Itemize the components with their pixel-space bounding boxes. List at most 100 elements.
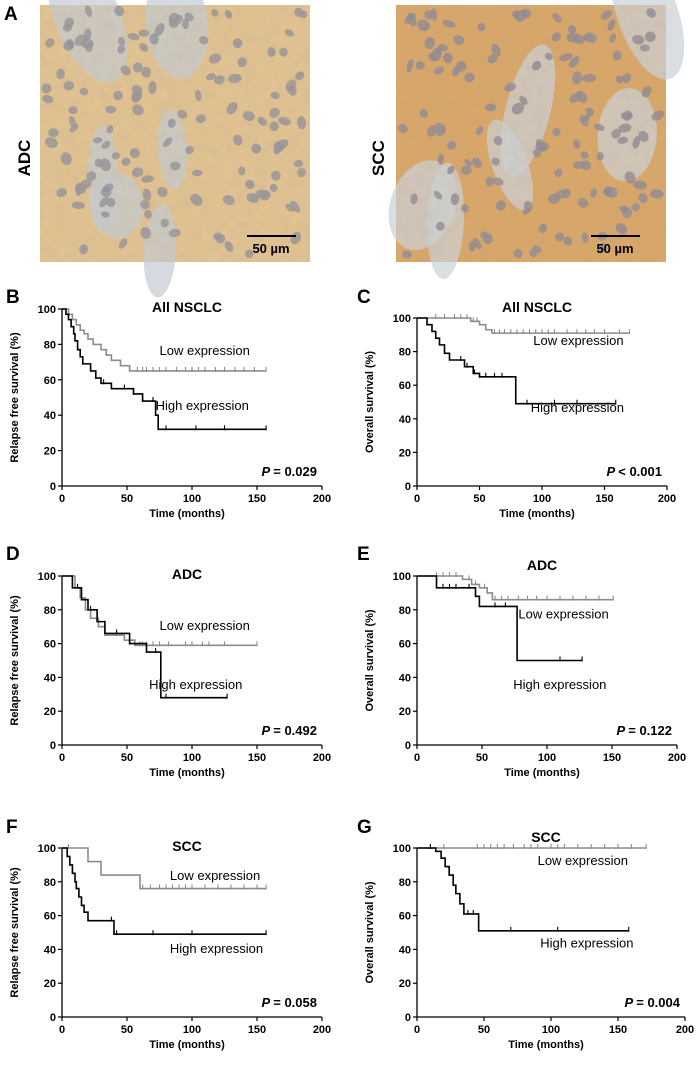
panel-letter-a: A <box>4 4 18 25</box>
series-label-low: Low expression <box>160 343 250 358</box>
p-value: P = 0.058 <box>261 995 317 1010</box>
y-axis-label: Overall survival (%) <box>364 881 376 983</box>
x-tick-label: 50 <box>473 493 485 505</box>
micrograph-scc-scale-label: 50 µm <box>596 241 633 256</box>
y-tick-label: 100 <box>393 313 411 325</box>
y-tick-label: 0 <box>405 740 411 752</box>
y-tick-label: 80 <box>44 877 56 889</box>
series-label-low: Low expression <box>170 868 260 883</box>
x-tick-label: 50 <box>121 752 133 764</box>
p-value: P = 0.004 <box>624 995 680 1010</box>
x-tick-label: 200 <box>676 1024 694 1036</box>
panel-letter-e: E <box>357 544 370 565</box>
y-tick-label: 40 <box>399 944 411 956</box>
y-axis-label: Relapse free survival (%) <box>9 595 21 726</box>
x-tick-label: 150 <box>248 493 266 505</box>
panel-letter-d: D <box>6 544 20 565</box>
x-axis-label: Time (months) <box>149 1039 225 1051</box>
x-axis-label: Time (months) <box>149 767 225 779</box>
p-value-text: = 0.058 <box>273 995 317 1010</box>
km-curve-high <box>62 575 228 699</box>
y-tick-label: 100 <box>393 843 411 855</box>
x-tick-label: 150 <box>609 1024 627 1036</box>
x-axis-label: Time (months) <box>508 1039 584 1051</box>
x-axis-label: Time (months) <box>504 767 580 779</box>
x-tick-label: 100 <box>183 1024 201 1036</box>
x-tick-label: 0 <box>59 1024 65 1036</box>
y-tick-label: 100 <box>38 843 56 855</box>
series-label-low: Low expression <box>538 853 628 868</box>
panel-letter-f: F <box>6 817 18 838</box>
x-tick-label: 100 <box>538 752 556 764</box>
y-tick-label: 60 <box>44 911 56 923</box>
y-tick-label: 20 <box>44 706 56 718</box>
p-value: P < 0.001 <box>606 464 662 479</box>
x-tick-label: 100 <box>183 493 201 505</box>
micrograph-scc: SCC 50 µm <box>369 0 685 279</box>
series-label-high: High expression <box>531 400 624 415</box>
series-label-low: Low expression <box>160 618 250 633</box>
km-chart-f: F SCC 0 20 40 60 80 100 0 50 100 150 200 Time (months… <box>6 817 331 1051</box>
panel-letter-c: C <box>357 287 371 308</box>
km-curve-low <box>62 847 267 890</box>
chart-title: All NSCLC <box>502 299 572 315</box>
y-tick-label: 20 <box>399 978 411 990</box>
x-tick-label: 150 <box>603 752 621 764</box>
km-curve-high <box>417 575 583 662</box>
x-tick-label: 150 <box>595 493 613 505</box>
km-curve-low <box>62 308 267 372</box>
x-tick-label: 200 <box>313 493 331 505</box>
p-value-text: < 0.001 <box>618 464 662 479</box>
km-curve-high <box>417 847 629 932</box>
y-axis-label: Relapse free survival (%) <box>9 332 21 463</box>
x-tick-label: 0 <box>59 493 65 505</box>
x-tick-label: 50 <box>478 1024 490 1036</box>
km-curve-low <box>62 575 257 647</box>
y-tick-label: 40 <box>44 944 56 956</box>
y-tick-label: 20 <box>399 706 411 718</box>
y-tick-label: 40 <box>44 672 56 684</box>
x-tick-label: 0 <box>414 1024 420 1036</box>
y-tick-label: 40 <box>399 672 411 684</box>
y-tick-label: 100 <box>393 571 411 583</box>
y-tick-label: 20 <box>399 447 411 459</box>
micrograph-scc-texture <box>396 5 666 262</box>
series-label-high: High expression <box>170 941 263 956</box>
x-tick-label: 50 <box>121 1024 133 1036</box>
y-tick-label: 0 <box>50 740 56 752</box>
x-tick-label: 100 <box>183 752 201 764</box>
y-tick-label: 0 <box>50 481 56 493</box>
series-label-high: High expression <box>540 936 633 951</box>
y-tick-label: 20 <box>44 446 56 458</box>
km-curve-low <box>417 317 630 334</box>
series-label-high: High expression <box>156 398 249 413</box>
y-tick-label: 20 <box>44 978 56 990</box>
panel-letter-g: G <box>357 817 372 838</box>
micrograph-adc-texture <box>40 5 310 262</box>
p-value-symbol: P <box>624 995 636 1010</box>
x-tick-label: 0 <box>414 493 420 505</box>
km-chart-c: C All NSCLC 0 20 40 60 80 100 0 50 100 150 200 Time (… <box>357 287 676 520</box>
y-tick-label: 40 <box>399 414 411 426</box>
y-tick-label: 60 <box>44 639 56 651</box>
x-tick-label: 100 <box>542 1024 560 1036</box>
x-tick-label: 50 <box>476 752 488 764</box>
x-tick-label: 200 <box>313 752 331 764</box>
p-value-symbol: P <box>261 995 273 1010</box>
p-value-symbol: P <box>261 723 273 738</box>
micrograph-adc-scale-label: 50 µm <box>252 241 289 256</box>
y-axis-label: Overall survival (%) <box>364 351 376 453</box>
y-tick-label: 60 <box>399 639 411 651</box>
chart-title: SCC <box>531 829 561 845</box>
chart-title: ADC <box>527 557 557 573</box>
p-value-text: = 0.122 <box>628 723 672 738</box>
km-chart-g: G SCC 0 20 40 60 80 100 0 50 100 150 200 Time (months… <box>357 817 694 1051</box>
p-value-text: = 0.492 <box>273 723 317 738</box>
x-tick-label: 0 <box>59 752 65 764</box>
y-tick-label: 80 <box>44 339 56 351</box>
x-axis-label: Time (months) <box>499 508 575 520</box>
series-label-low: Low expression <box>518 606 608 621</box>
y-tick-label: 60 <box>44 375 56 387</box>
y-tick-label: 80 <box>399 347 411 359</box>
